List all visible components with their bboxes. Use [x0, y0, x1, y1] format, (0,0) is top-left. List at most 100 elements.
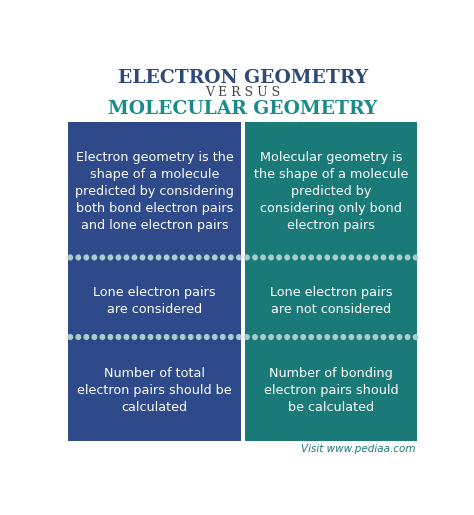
Text: Number of bonding
electron pairs should
be calculated: Number of bonding electron pairs should …: [264, 367, 399, 414]
Text: Visit www.pediaa.com: Visit www.pediaa.com: [301, 444, 416, 454]
Circle shape: [68, 335, 73, 339]
Circle shape: [124, 335, 128, 339]
Circle shape: [68, 255, 73, 260]
Circle shape: [148, 255, 153, 260]
Circle shape: [84, 255, 89, 260]
Circle shape: [365, 335, 370, 339]
Circle shape: [205, 255, 209, 260]
Circle shape: [76, 255, 81, 260]
Circle shape: [213, 335, 217, 339]
Circle shape: [92, 335, 97, 339]
Circle shape: [132, 335, 137, 339]
Circle shape: [76, 335, 81, 339]
Circle shape: [277, 335, 281, 339]
Circle shape: [116, 255, 121, 260]
Circle shape: [197, 255, 201, 260]
Circle shape: [389, 335, 394, 339]
Circle shape: [181, 335, 185, 339]
Circle shape: [349, 255, 354, 260]
Circle shape: [220, 255, 225, 260]
Circle shape: [116, 335, 121, 339]
Circle shape: [381, 335, 386, 339]
Circle shape: [373, 255, 378, 260]
Circle shape: [333, 335, 337, 339]
Circle shape: [148, 335, 153, 339]
Circle shape: [269, 335, 273, 339]
Circle shape: [253, 335, 257, 339]
Bar: [68, 122, 241, 262]
Circle shape: [173, 255, 177, 260]
Circle shape: [181, 255, 185, 260]
Circle shape: [293, 255, 297, 260]
Circle shape: [84, 335, 89, 339]
Circle shape: [349, 335, 354, 339]
Text: ELECTRON GEOMETRY: ELECTRON GEOMETRY: [118, 70, 368, 88]
Bar: [68, 341, 241, 440]
Circle shape: [325, 335, 329, 339]
Circle shape: [269, 255, 273, 260]
Circle shape: [100, 255, 105, 260]
Bar: [68, 262, 241, 341]
Circle shape: [237, 255, 241, 260]
Bar: [245, 262, 418, 341]
Circle shape: [228, 255, 233, 260]
Circle shape: [140, 335, 145, 339]
Circle shape: [189, 335, 193, 339]
Circle shape: [317, 335, 321, 339]
Circle shape: [333, 255, 337, 260]
Circle shape: [317, 255, 321, 260]
Text: Lone electron pairs
are considered: Lone electron pairs are considered: [93, 286, 216, 316]
Circle shape: [325, 255, 329, 260]
Circle shape: [389, 255, 394, 260]
Circle shape: [293, 335, 297, 339]
Circle shape: [92, 255, 97, 260]
Circle shape: [285, 255, 289, 260]
Circle shape: [261, 335, 265, 339]
Circle shape: [381, 255, 386, 260]
Circle shape: [220, 335, 225, 339]
Circle shape: [373, 335, 378, 339]
Circle shape: [341, 335, 346, 339]
Circle shape: [357, 335, 362, 339]
Circle shape: [253, 255, 257, 260]
Circle shape: [301, 255, 305, 260]
Bar: [245, 341, 418, 440]
Circle shape: [205, 335, 209, 339]
Circle shape: [189, 255, 193, 260]
Circle shape: [108, 255, 113, 260]
Circle shape: [245, 335, 249, 339]
Circle shape: [245, 255, 249, 260]
Circle shape: [237, 335, 241, 339]
Circle shape: [164, 335, 169, 339]
Circle shape: [341, 255, 346, 260]
Circle shape: [301, 335, 305, 339]
Circle shape: [357, 255, 362, 260]
Circle shape: [164, 255, 169, 260]
Text: Molecular geometry is
the shape of a molecule
predicted by
considering only bond: Molecular geometry is the shape of a mol…: [254, 151, 409, 232]
Circle shape: [309, 335, 313, 339]
Circle shape: [277, 255, 281, 260]
Circle shape: [132, 255, 137, 260]
Circle shape: [397, 335, 402, 339]
Text: Lone electron pairs
are not considered: Lone electron pairs are not considered: [270, 286, 392, 316]
Text: MOLECULAR GEOMETRY: MOLECULAR GEOMETRY: [108, 100, 378, 118]
Circle shape: [405, 255, 410, 260]
Circle shape: [261, 255, 265, 260]
Circle shape: [108, 335, 113, 339]
Circle shape: [197, 335, 201, 339]
Bar: [245, 122, 418, 262]
Circle shape: [228, 335, 233, 339]
Circle shape: [405, 335, 410, 339]
Circle shape: [213, 255, 217, 260]
Circle shape: [140, 255, 145, 260]
Text: Electron geometry is the
shape of a molecule
predicted by considering
both bond : Electron geometry is the shape of a mole…: [75, 151, 234, 232]
Text: V E R S U S: V E R S U S: [205, 86, 281, 99]
Circle shape: [100, 335, 105, 339]
Circle shape: [285, 335, 289, 339]
Circle shape: [156, 335, 161, 339]
Circle shape: [124, 255, 128, 260]
Circle shape: [156, 255, 161, 260]
Circle shape: [173, 335, 177, 339]
Text: Number of total
electron pairs should be
calculated: Number of total electron pairs should be…: [77, 367, 232, 414]
Circle shape: [397, 255, 402, 260]
